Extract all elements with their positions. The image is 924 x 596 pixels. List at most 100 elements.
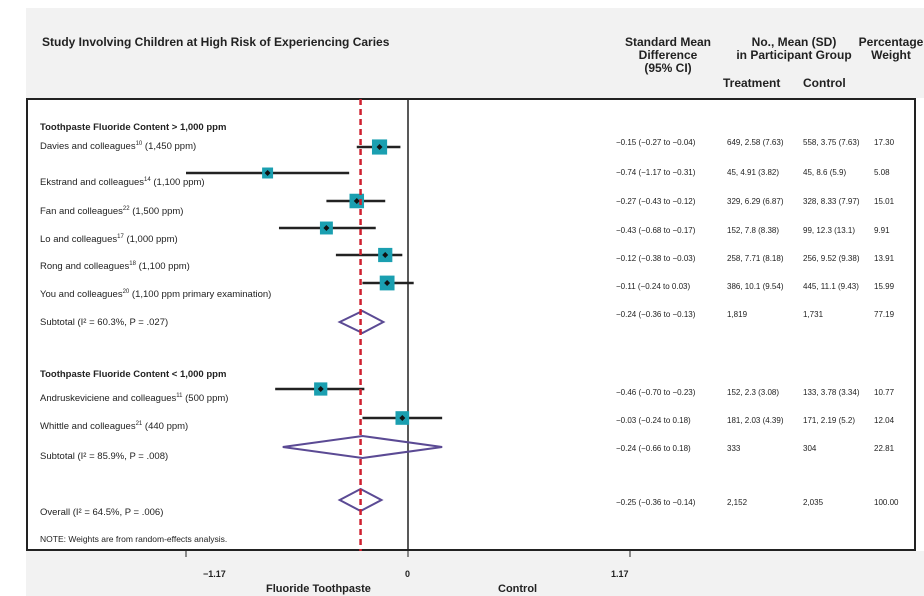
study-name: Andruskeviciene and colleagues (40, 393, 177, 405)
study-detail: (1,500 ppm) (129, 206, 184, 218)
row-treatment: 45, 4.91 (3.82) (727, 168, 780, 177)
study-name: Overall (I² = 64.5%, P = .006) (40, 507, 164, 518)
row-control: 328, 8.33 (7.97) (803, 197, 860, 206)
row-label: Andruskeviciene and colleagues11 (500 pp… (40, 393, 228, 404)
row-label: Ekstrand and colleagues14 (1,100 ppm) (40, 177, 205, 188)
row-ci: −0.15 (−0.27 to −0.04) (616, 138, 696, 147)
point-estimate (264, 170, 271, 176)
header-weight: Percentage Weight (858, 35, 924, 62)
study-detail: (500 ppm) (182, 393, 229, 405)
row-treatment: 386, 10.1 (9.54) (727, 282, 784, 291)
row-label: Lo and colleagues17 (1,000 ppm) (40, 234, 178, 245)
study-detail: (1,100 ppm primary examination) (129, 289, 272, 301)
point-estimate (399, 415, 406, 421)
point-estimate (376, 144, 383, 150)
row-weight: 100.00 (874, 498, 899, 507)
row-ci: −0.46 (−0.70 to −0.23) (616, 388, 696, 397)
row-ci: −0.24 (−0.66 to 0.18) (616, 444, 691, 453)
row-weight: 12.04 (874, 416, 895, 425)
study-detail: (440 ppm) (142, 421, 189, 433)
study-name: Subtotal (I² = 85.9%, P = .008) (40, 451, 169, 462)
row-treatment: 258, 7.71 (8.18) (727, 254, 784, 263)
point-estimate (323, 225, 330, 231)
row-weight: 77.19 (874, 310, 895, 319)
note: NOTE: Weights are from random-effects an… (40, 534, 228, 544)
study-name: Whittle and colleagues (40, 421, 136, 433)
study-name: Subtotal (I² = 60.3%, P = .027) (40, 317, 169, 328)
axis-label-right: Control (498, 583, 538, 595)
study-name: Lo and colleagues (40, 234, 118, 246)
row-ci: −0.03 (−0.24 to 0.18) (616, 416, 691, 425)
row-weight: 10.77 (874, 388, 895, 397)
group-title-low: Toothpaste Fluoride Content < 1,000 ppm (40, 369, 227, 380)
row-treatment: 333 (727, 444, 741, 453)
header-smd: Standard Mean Difference (95% CI) (624, 35, 711, 75)
study-detail: (1,100 ppm) (150, 177, 205, 189)
plot-frame (26, 98, 916, 551)
point-estimate (317, 386, 324, 392)
axis-label-left: Fluoride Toothpaste (266, 583, 371, 595)
axis-bar (26, 551, 924, 596)
reference-number: 17 (117, 234, 124, 240)
row-treatment: 649, 2.58 (7.63) (727, 138, 784, 147)
row-control: 445, 11.1 (9.43) (803, 282, 859, 291)
study-name: Fan and colleagues (40, 206, 123, 218)
row-weight: 15.99 (874, 282, 895, 291)
reference-number: 20 (122, 289, 130, 295)
reference-number: 21 (135, 421, 143, 427)
figure-title: Study Involving Children at High Risk of… (42, 35, 390, 49)
row-label: Subtotal (I² = 85.9%, P = .008) (40, 451, 168, 462)
row-label: Subtotal (I² = 60.3%, P = .027) (40, 317, 168, 328)
row-control: 45, 8.6 (5.9) (803, 168, 847, 177)
row-control: 133, 3.78 (3.34) (803, 388, 860, 397)
row-weight: 17.30 (874, 138, 895, 147)
header-control: Control (803, 76, 846, 90)
row-ci: −0.11 (−0.24 to 0.03) (616, 282, 691, 291)
reference-number: 10 (135, 141, 143, 147)
study-detail: (1,000 ppm) (123, 234, 178, 246)
row-treatment: 152, 2.3 (3.08) (727, 388, 780, 397)
reference-number: 11 (176, 393, 183, 399)
study-name: Davies and colleagues (40, 141, 136, 153)
header-group: No., Mean (SD) in Participant Group (736, 35, 852, 62)
reference-number: 22 (122, 206, 130, 212)
reference-number: 14 (144, 177, 151, 183)
row-label: You and colleagues20 (1,100 ppm primary … (40, 289, 271, 300)
row-treatment: 1,819 (727, 310, 748, 319)
row-weight: 9.91 (874, 226, 890, 235)
study-detail: (1,100 ppm) (135, 261, 190, 273)
summary-diamond (337, 487, 384, 513)
row-treatment: 329, 6.29 (6.87) (727, 197, 784, 206)
row-label: Whittle and colleagues21 (440 ppm) (40, 421, 188, 432)
row-control: 99, 12.3 (13.1) (803, 226, 856, 235)
reference-number: 18 (129, 261, 136, 267)
row-weight: 5.08 (874, 168, 890, 177)
row-ci: −0.43 (−0.68 to −0.17) (616, 226, 696, 235)
row-control: 171, 2.19 (5.2) (803, 416, 856, 425)
row-weight: 15.01 (874, 197, 895, 206)
row-control: 304 (803, 444, 817, 453)
row-control: 1,731 (803, 310, 824, 319)
header-treatment: Treatment (723, 76, 781, 90)
row-treatment: 2,152 (727, 498, 748, 507)
tick-label-left: −1.17 (203, 569, 226, 579)
point-estimate (384, 280, 391, 286)
row-ci: −0.12 (−0.38 to −0.03) (616, 254, 696, 263)
point-estimate (382, 252, 389, 258)
study-name: Rong and colleagues (40, 261, 130, 273)
point-estimate (353, 198, 360, 204)
row-weight: 22.81 (874, 444, 895, 453)
row-ci: −0.27 (−0.43 to −0.12) (616, 197, 696, 206)
row-label: Davies and colleagues10 (1,450 ppm) (40, 141, 196, 152)
summary-diamond (282, 434, 443, 460)
table-header (26, 8, 924, 98)
row-weight: 13.91 (874, 254, 895, 263)
row-ci: −0.24 (−0.36 to −0.13) (616, 310, 696, 319)
group-title-high: Toothpaste Fluoride Content > 1,000 ppm (40, 122, 227, 133)
row-treatment: 181, 2.03 (4.39) (727, 416, 784, 425)
row-label: Rong and colleagues18 (1,100 ppm) (40, 261, 190, 272)
tick-label-right: 1.17 (611, 569, 629, 579)
study-name: You and colleagues (40, 289, 123, 301)
